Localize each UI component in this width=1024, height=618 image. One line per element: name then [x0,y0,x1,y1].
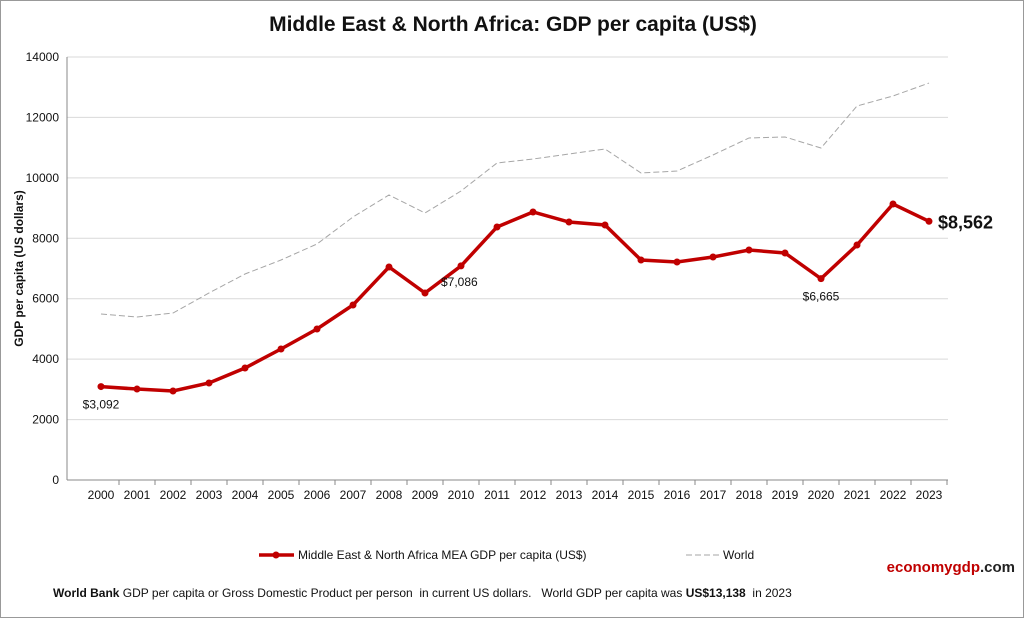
data-point [781,249,789,257]
x-tick-label: 2012 [520,488,547,502]
data-point [853,241,861,249]
x-tick-label: 2009 [412,488,439,502]
data-point [565,218,573,226]
data-point [925,217,933,225]
x-tick-label: 2007 [340,488,367,502]
chart-title: Middle East & North Africa: GDP per capi… [269,13,757,36]
x-tick-label: 2022 [880,488,907,502]
x-tick-label: 2014 [592,488,619,502]
x-tick-label: 2003 [196,488,223,502]
footer-source: World Bank [53,586,120,600]
data-point [637,256,645,264]
x-tick-label: 2020 [808,488,835,502]
legend-label-world: World [723,548,754,562]
x-tick-label: 2019 [772,488,799,502]
x-tick-label: 2006 [304,488,331,502]
data-point [529,208,537,216]
legend-label-mea: Middle East & North Africa MEA GDP per c… [298,548,587,562]
footer-note: World Bank GDP per capita or Gross Domes… [53,586,792,600]
data-label-last: $8,562 [938,212,993,232]
y-tick-label: 2000 [32,413,59,427]
legend-marker-mea [272,551,280,559]
x-tick-label: 2011 [484,488,510,502]
data-point [457,262,465,270]
y-tick-label: 14000 [26,50,60,64]
series-line-world [100,82,930,318]
data-point [205,379,213,387]
x-tick-label: 2015 [628,488,655,502]
data-point [745,246,753,254]
data-point [889,200,897,208]
x-tick-label: 2010 [448,488,475,502]
data-point [313,325,321,333]
data-point [241,364,249,372]
x-tick-label: 2004 [232,488,259,502]
x-tick-label: 2023 [916,488,943,502]
x-tick-label: 2018 [736,488,763,502]
x-tick-label: 2005 [268,488,295,502]
x-tick-label: 2001 [124,488,151,502]
x-tick-label: 2016 [664,488,691,502]
x-tick-label: 2017 [700,488,727,502]
data-label: $6,665 [803,290,840,304]
data-point [349,301,357,309]
footer-suffix: in 2023 [745,586,792,600]
data-point [709,253,717,261]
brand-domain: .com [979,559,1015,576]
data-point [673,258,681,266]
footer-value: US$13,138 [685,586,746,600]
y-tick-label: 12000 [26,110,60,124]
y-tick-label: 6000 [32,292,59,306]
y-tick-label: 0 [52,473,59,487]
brand-logo: economygdp.com [887,559,1015,576]
data-point [493,223,501,231]
footer-text: GDP per capita or Gross Domestic Product… [119,586,686,600]
x-tick-label: 2013 [556,488,583,502]
data-point [277,345,285,353]
x-tick-label: 2000 [88,488,115,502]
data-point [385,263,393,271]
y-axis-label: GDP per capita (US dollars) [12,190,26,347]
data-label: $7,086 [441,275,478,289]
brand-name: economygdp [886,559,980,576]
data-label: $3,092 [83,398,120,412]
x-tick-label: 2002 [160,488,187,502]
y-tick-label: 4000 [32,352,59,366]
data-point [601,221,609,229]
data-point [817,275,825,283]
data-point [133,385,141,393]
data-point [97,383,105,391]
y-tick-label: 8000 [32,231,59,245]
series-line-mea [100,201,930,393]
x-tick-label: 2021 [844,488,871,502]
y-tick-label: 10000 [26,171,60,185]
data-point [421,289,429,297]
x-tick-label: 2008 [376,488,403,502]
data-point [169,387,177,395]
